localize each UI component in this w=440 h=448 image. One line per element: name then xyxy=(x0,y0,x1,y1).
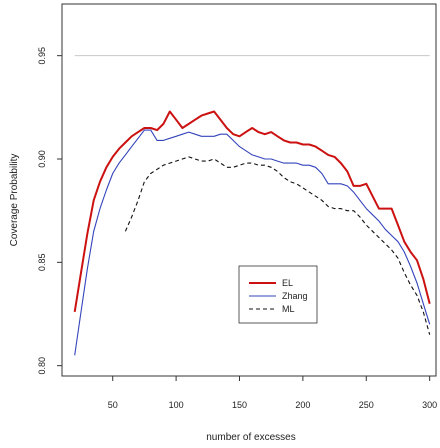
y-tick-label: 0.80 xyxy=(37,357,47,375)
x-axis: 50 100 150 200 250 300 xyxy=(108,376,437,410)
y-axis: 0.80 0.85 0.90 0.95 xyxy=(37,47,62,375)
y-axis-title: Coverage Probability xyxy=(9,154,20,247)
legend-label-zhang: Zhang xyxy=(282,291,308,301)
x-axis-title: number of excesses xyxy=(206,432,296,443)
y-tick-label: 0.90 xyxy=(37,150,47,168)
series-line-zhang xyxy=(74,129,431,356)
x-tick-label: 200 xyxy=(295,400,310,410)
x-tick-label: 150 xyxy=(232,400,247,410)
series-line-ml xyxy=(124,156,431,335)
legend-box xyxy=(238,265,318,324)
series-layer xyxy=(73,110,431,356)
y-tick-label: 0.85 xyxy=(37,254,47,272)
x-tick-label: 250 xyxy=(359,400,374,410)
x-tick-label: 100 xyxy=(169,400,184,410)
x-tick-label: 300 xyxy=(422,400,437,410)
legend: EL Zhang ML xyxy=(238,265,318,324)
series-line-el xyxy=(73,110,431,313)
plot-frame xyxy=(61,3,437,377)
x-tick-label: 50 xyxy=(108,400,118,410)
legend-label-el: EL xyxy=(282,278,293,288)
y-tick-label: 0.95 xyxy=(37,47,47,65)
legend-label-ml: ML xyxy=(282,304,295,314)
